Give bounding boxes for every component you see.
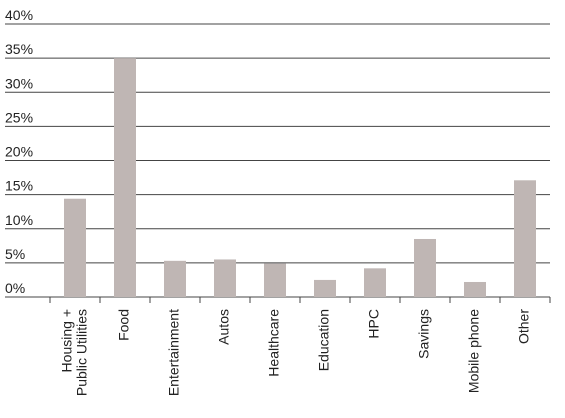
bar	[364, 268, 386, 297]
x-tick-label: Savings	[416, 309, 432, 359]
y-tick-label: 5%	[5, 246, 25, 262]
y-tick-label: 0%	[5, 280, 25, 296]
bar	[514, 180, 536, 297]
bar	[264, 263, 286, 297]
x-tick-label: Autos	[216, 309, 232, 345]
x-tick-label: Housing +Public Utilities	[58, 309, 89, 396]
bar	[114, 58, 136, 297]
bar	[314, 279, 336, 297]
bar	[464, 281, 486, 297]
bar	[214, 259, 236, 297]
x-tick-label: Food	[116, 309, 132, 341]
x-tick-label: HPC	[366, 309, 382, 339]
x-tick-label: Entertainment	[166, 309, 182, 396]
x-tick-label: Other	[516, 309, 532, 344]
y-tick-label: 20%	[5, 144, 33, 160]
x-tick-label: Education	[316, 309, 332, 371]
y-tick-label: 15%	[5, 178, 33, 194]
x-tick-label: Mobile phone	[466, 309, 482, 393]
x-tick-label: Healthcare	[266, 309, 282, 377]
bar	[414, 238, 436, 297]
y-tick-label: 30%	[5, 75, 33, 91]
y-tick-label: 10%	[5, 212, 33, 228]
bar	[64, 198, 86, 297]
y-tick-label: 40%	[5, 7, 33, 23]
bar	[164, 260, 186, 297]
y-tick-label: 35%	[5, 41, 33, 57]
y-tick-label: 25%	[5, 109, 33, 125]
